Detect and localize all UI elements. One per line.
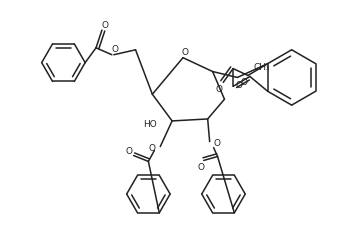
Text: O: O <box>149 143 156 152</box>
Text: O: O <box>101 21 109 30</box>
Text: O: O <box>197 162 204 171</box>
Text: O: O <box>181 48 189 57</box>
Text: HO: HO <box>143 120 157 129</box>
Text: O: O <box>125 146 132 155</box>
Text: O: O <box>213 139 220 148</box>
Text: O: O <box>111 45 118 54</box>
Text: CH₃: CH₃ <box>254 63 270 72</box>
Text: O: O <box>236 81 243 89</box>
Text: O: O <box>240 78 248 87</box>
Text: O: O <box>216 85 223 93</box>
